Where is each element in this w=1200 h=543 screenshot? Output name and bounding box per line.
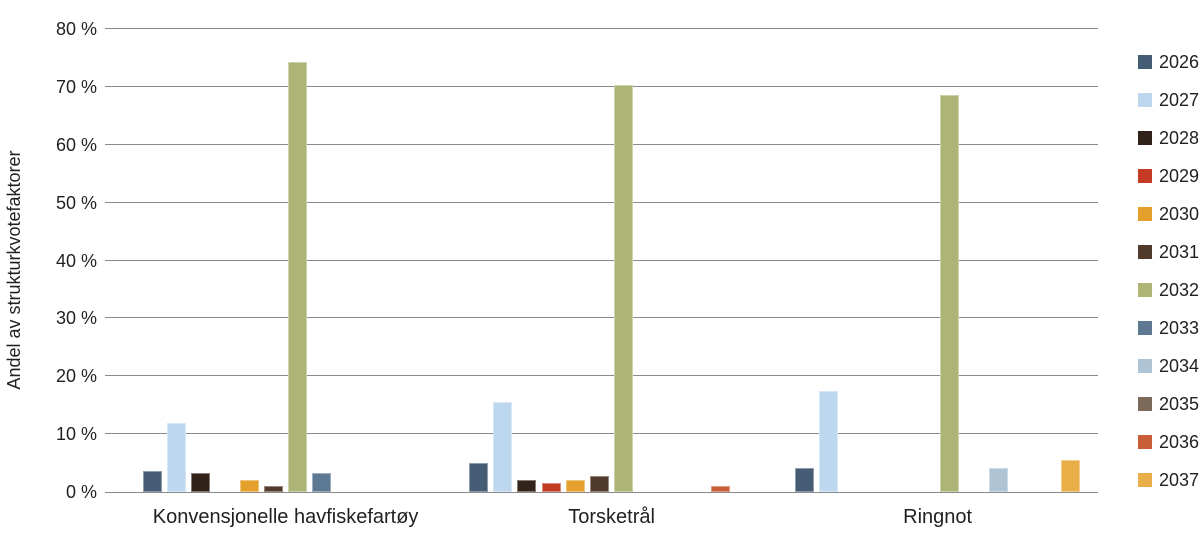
legend-swatch-icon <box>1138 321 1152 335</box>
legend-label: 2032 <box>1159 280 1200 300</box>
y-tick-label: 20 % <box>55 366 97 387</box>
gridline <box>105 201 1098 203</box>
legend-item: 2030 <box>1138 204 1199 224</box>
legend-label: 2030 <box>1159 204 1200 224</box>
legend-label: 2033 <box>1159 318 1200 338</box>
legend-item: 2031 <box>1138 242 1199 262</box>
category-label: Konvensjonelle havfiskefartøy <box>152 506 419 528</box>
gridline <box>105 143 1098 145</box>
y-tick-label: 50 % <box>55 192 97 213</box>
y-tick-label: 0 % <box>65 482 97 502</box>
legend-swatch-icon <box>1138 207 1152 221</box>
legend-item: 2036 <box>1138 432 1199 452</box>
legend-swatch-icon <box>1138 55 1152 69</box>
legend-label: 2036 <box>1159 432 1200 452</box>
bar-2026-torsketr-l <box>469 463 488 492</box>
legend-label: 2026 <box>1159 52 1200 72</box>
legend-item: 2032 <box>1138 280 1199 300</box>
legend-swatch-icon <box>1138 245 1152 259</box>
bar-2036-torsketr-l <box>711 486 730 492</box>
legend-label: 2031 <box>1159 242 1200 262</box>
bar-2027-konvensjonelle-havfiskefart-y <box>167 423 187 492</box>
legend-swatch-icon <box>1138 131 1152 145</box>
legend-label: 2029 <box>1159 166 1200 186</box>
legend: 2026 2027 2028 2029 2030 2031 2032 2033 2034 2035… <box>1138 52 1199 508</box>
y-tick-label: 10 % <box>55 424 97 445</box>
legend-swatch-icon <box>1138 435 1152 449</box>
bar-2031-torsketr-l <box>590 476 609 492</box>
y-tick-label: 30 % <box>55 308 97 329</box>
bar-2027-torsketr-l <box>493 402 513 492</box>
y-tick-label: 70 % <box>55 76 97 97</box>
y-tick-label: 40 % <box>55 250 97 271</box>
legend-swatch-icon <box>1138 359 1152 373</box>
bar-2032-ringnot <box>940 95 960 492</box>
legend-item: 2035 <box>1138 394 1199 414</box>
bar-2030-konvensjonelle-havfiskefart-y <box>239 480 259 492</box>
legend-label: 2027 <box>1159 90 1200 110</box>
bar-2033-konvensjonelle-havfiskefart-y <box>312 473 332 492</box>
gridline <box>105 492 1098 493</box>
category-label: Torsketrål <box>568 506 655 528</box>
category-label: Ringnot <box>903 506 973 528</box>
y-tick-label: 80 % <box>55 19 97 39</box>
legend-label: 2035 <box>1159 394 1200 414</box>
legend-item: 2026 <box>1138 52 1199 72</box>
bar-2034-ringnot <box>988 468 1008 492</box>
legend-swatch-icon <box>1138 283 1152 297</box>
bar-2030-torsketr-l <box>565 480 585 492</box>
bar-2026-ringnot <box>795 468 814 492</box>
bar-2027-ringnot <box>819 391 839 492</box>
bar-2032-torsketr-l <box>614 85 634 492</box>
y-axis-title: Andel av strukturkvotefaktorer <box>4 150 24 390</box>
legend-label: 2028 <box>1159 128 1200 148</box>
bar-2037-ringnot <box>1061 460 1081 492</box>
bar-2028-torsketr-l <box>517 480 537 492</box>
legend-swatch-icon <box>1138 397 1152 411</box>
legend-swatch-icon <box>1138 169 1152 183</box>
plot-area <box>105 28 1098 493</box>
y-tick-label: 60 % <box>55 134 97 155</box>
legend-swatch-icon <box>1138 473 1152 487</box>
legend-item: 2034 <box>1138 356 1199 376</box>
legend-item: 2027 <box>1138 90 1199 110</box>
legend-item: 2037 <box>1138 470 1199 490</box>
gridline <box>105 28 1098 29</box>
bar-2029-torsketr-l <box>541 483 561 492</box>
bar-2028-konvensjonelle-havfiskefart-y <box>191 473 211 492</box>
legend-item: 2029 <box>1138 166 1199 186</box>
bar-2026-konvensjonelle-havfiskefart-y <box>143 471 162 492</box>
legend-swatch-icon <box>1138 93 1152 107</box>
legend-item: 2033 <box>1138 318 1199 338</box>
gridline <box>105 375 1098 377</box>
bar-2031-konvensjonelle-havfiskefart-y <box>264 486 283 492</box>
gridline <box>105 433 1098 435</box>
legend-label: 2037 <box>1159 470 1200 490</box>
bar-2032-konvensjonelle-havfiskefart-y <box>288 62 308 492</box>
legend-item: 2028 <box>1138 128 1199 148</box>
gridline <box>105 85 1098 87</box>
gridline <box>105 259 1098 261</box>
gridline <box>105 317 1098 319</box>
legend-label: 2034 <box>1159 356 1200 376</box>
